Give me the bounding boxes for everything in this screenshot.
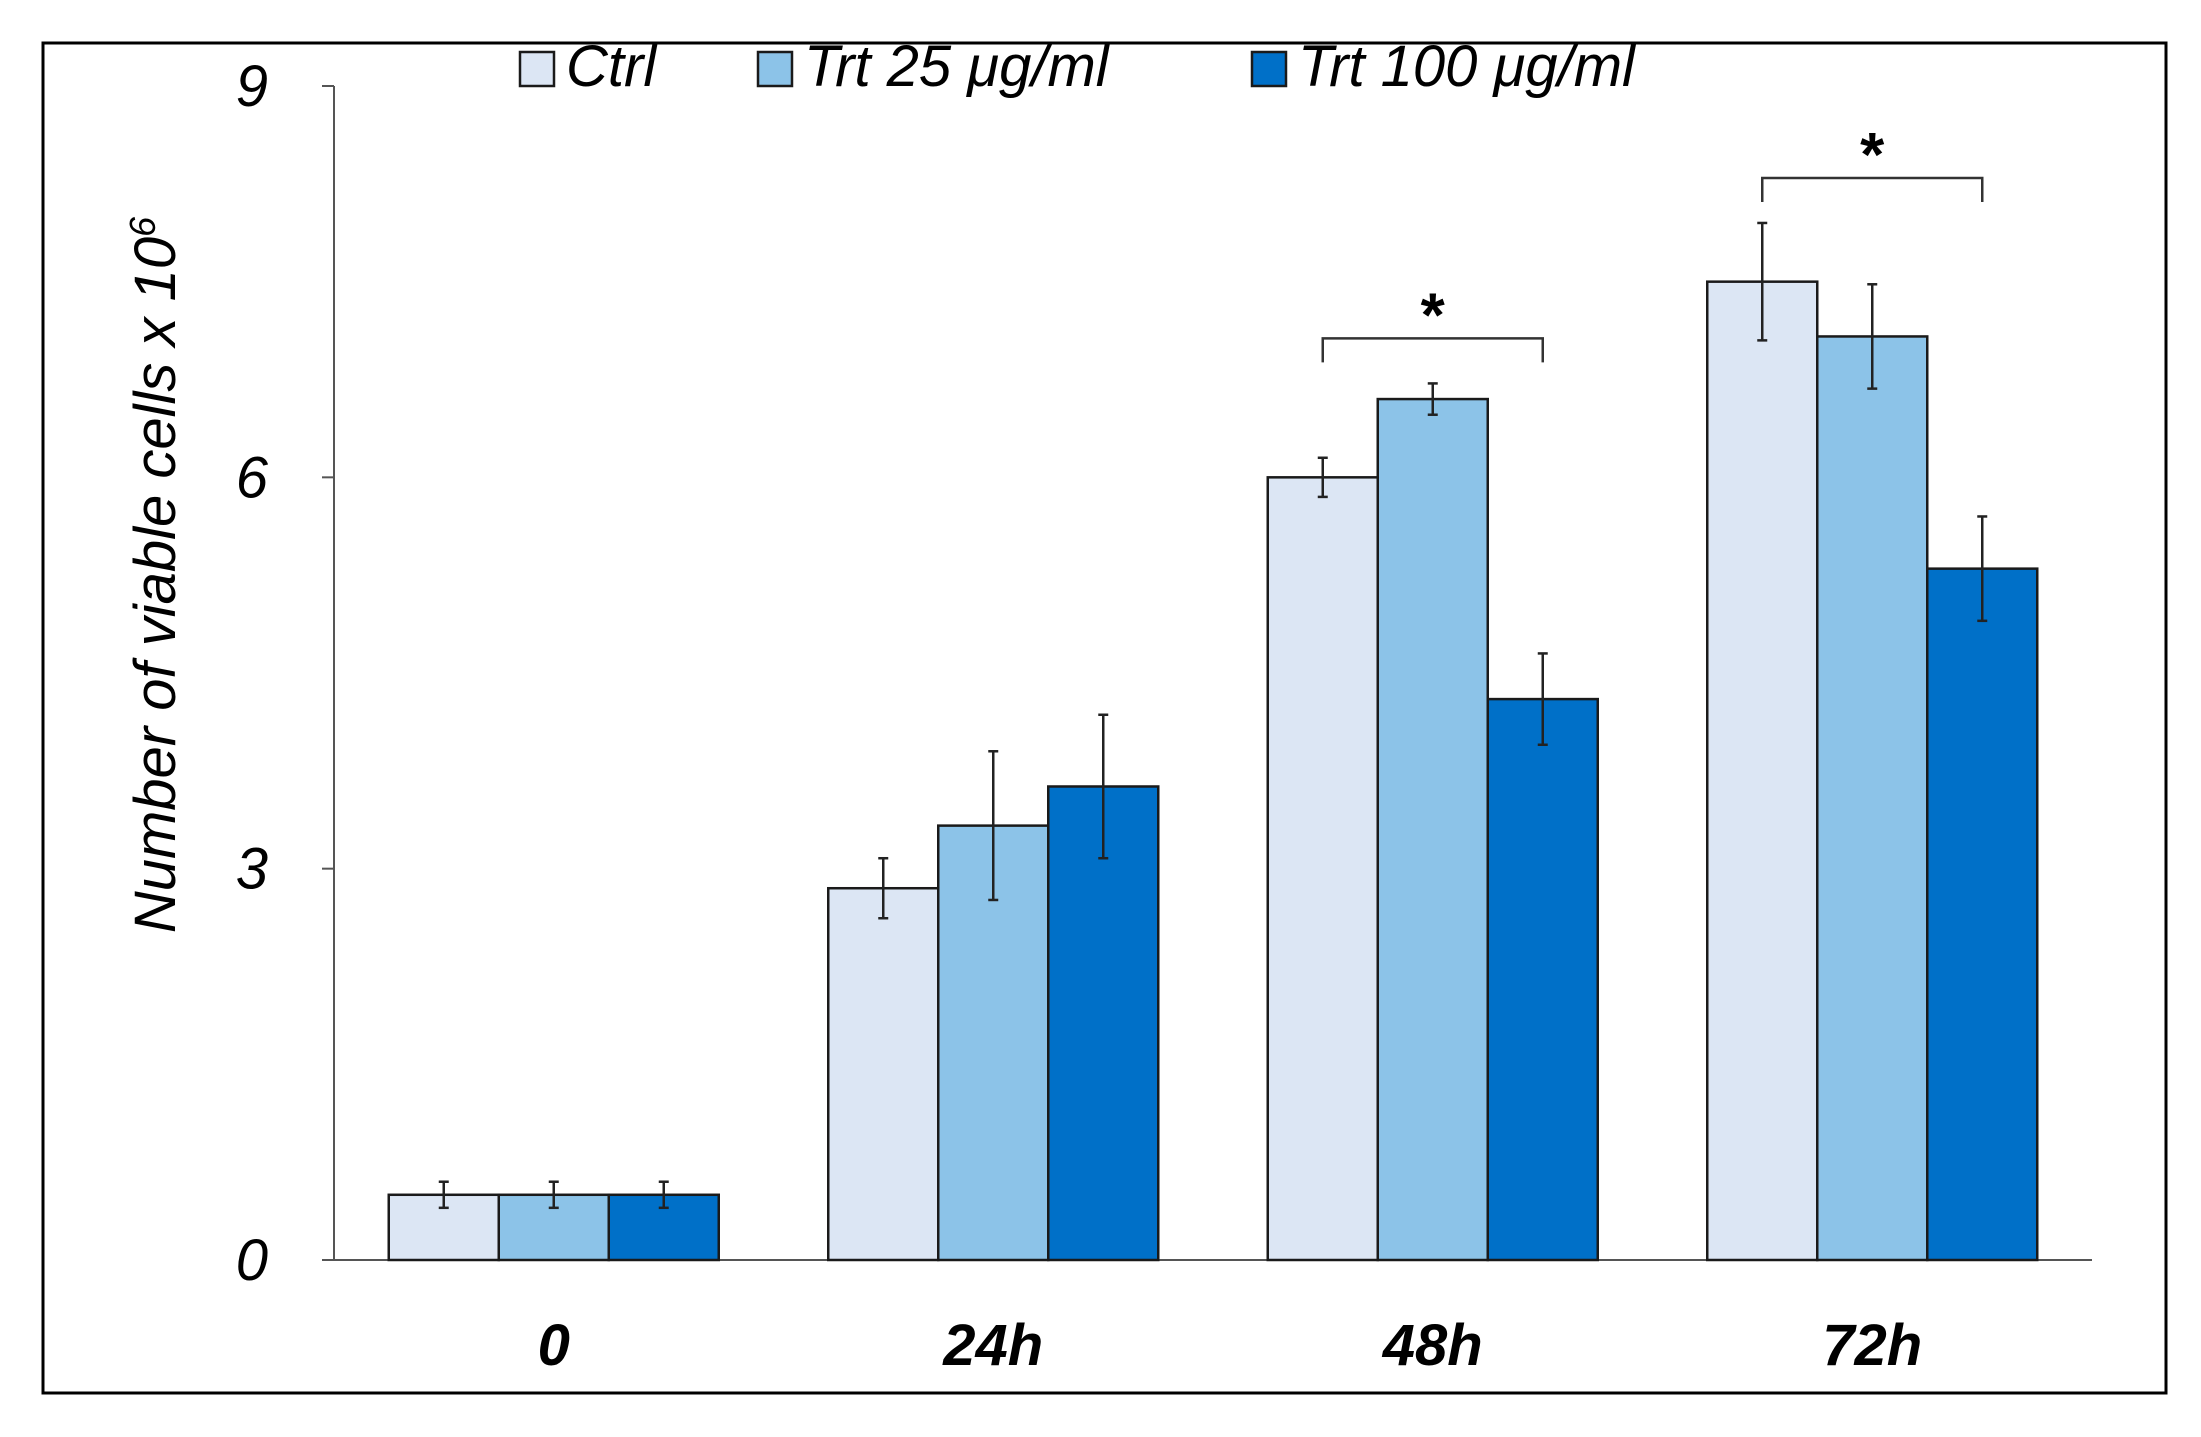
bar-trt-100-g-ml-24h [1047, 785, 1160, 1262]
significance-label-48h: * [1421, 281, 1446, 350]
error-bar-trt-100-g-ml-0 [658, 1180, 669, 1210]
error-bars [438, 221, 1988, 1210]
bar-ctrl-24h [827, 886, 940, 1262]
significance-bracket-48h: * [1321, 281, 1544, 363]
y-tick-label-6: 6 [236, 445, 269, 510]
y-tick-label-3: 3 [236, 837, 268, 902]
legend-label-trt-100-g-ml: Trt 100 μg/ml [1298, 34, 1637, 99]
y-axis-title: Number of viable cells x 106 [122, 216, 188, 933]
bar-trt-25-g-ml-48h [1376, 397, 1489, 1262]
y-axis-title-text: Number of viable cells x 10 [123, 237, 188, 933]
error-bar-trt-25-g-ml-72h [1867, 283, 1878, 390]
y-ticks: 0 3 6 9 [236, 54, 334, 1293]
error-bar-trt-25-g-ml-24h [988, 750, 999, 902]
bar-ctrl-72h [1706, 280, 1819, 1262]
error-bar-trt-25-g-ml-0 [548, 1180, 559, 1210]
error-bar-trt-100-g-ml-48h [1537, 652, 1548, 746]
x-tick-labels: 0 24h 48h 72h [538, 1313, 1923, 1378]
legend-item-trt-100-g-ml: Trt 100 μg/ml [1250, 34, 1637, 99]
y-axis-title-exponent: 6 [122, 216, 163, 237]
bar-ctrl-48h [1266, 476, 1379, 1262]
legend-label-ctrl: Ctrl [566, 34, 658, 99]
significance-label-72h: * [1860, 121, 1885, 190]
error-bar-trt-25-g-ml-48h [1427, 382, 1438, 416]
error-bar-ctrl-48h [1317, 456, 1328, 499]
legend-item-trt-25-g-ml: Trt 25 μg/ml [756, 34, 1111, 99]
error-bar-ctrl-72h [1757, 221, 1768, 342]
x-tick-label-0: 0 [538, 1313, 570, 1378]
significance-bracket-72h: * [1761, 121, 1984, 202]
bar-trt-25-g-ml-72h [1816, 335, 1929, 1262]
legend-swatch-trt-100-g-ml [1250, 50, 1288, 88]
bar-trt-100-g-ml-72h [1926, 567, 2039, 1262]
legend-swatch-ctrl [518, 50, 556, 88]
legend-item-ctrl: Ctrl [518, 34, 658, 99]
legend: Ctrl Trt 25 μg/ml Trt 100 μg/ml [518, 34, 1637, 99]
x-tick-label-48h: 48h [1382, 1313, 1483, 1378]
x-tick-label-72h: 72h [1822, 1313, 1922, 1378]
y-tick-label-9: 9 [236, 54, 268, 119]
bar-trt-100-g-ml-48h [1486, 697, 1599, 1262]
significance-annotations: ** [1321, 121, 1984, 363]
error-bar-trt-100-g-ml-72h [1977, 515, 1988, 623]
bars [387, 280, 2039, 1262]
legend-label-trt-25-g-ml: Trt 25 μg/ml [804, 34, 1111, 99]
error-bar-trt-100-g-ml-24h [1098, 713, 1109, 860]
error-bar-ctrl-0 [438, 1180, 449, 1210]
y-tick-label-0: 0 [236, 1228, 268, 1293]
legend-swatch-trt-25-g-ml [756, 50, 794, 88]
x-tick-label-24h: 24h [942, 1313, 1043, 1378]
error-bar-ctrl-24h [878, 856, 889, 920]
